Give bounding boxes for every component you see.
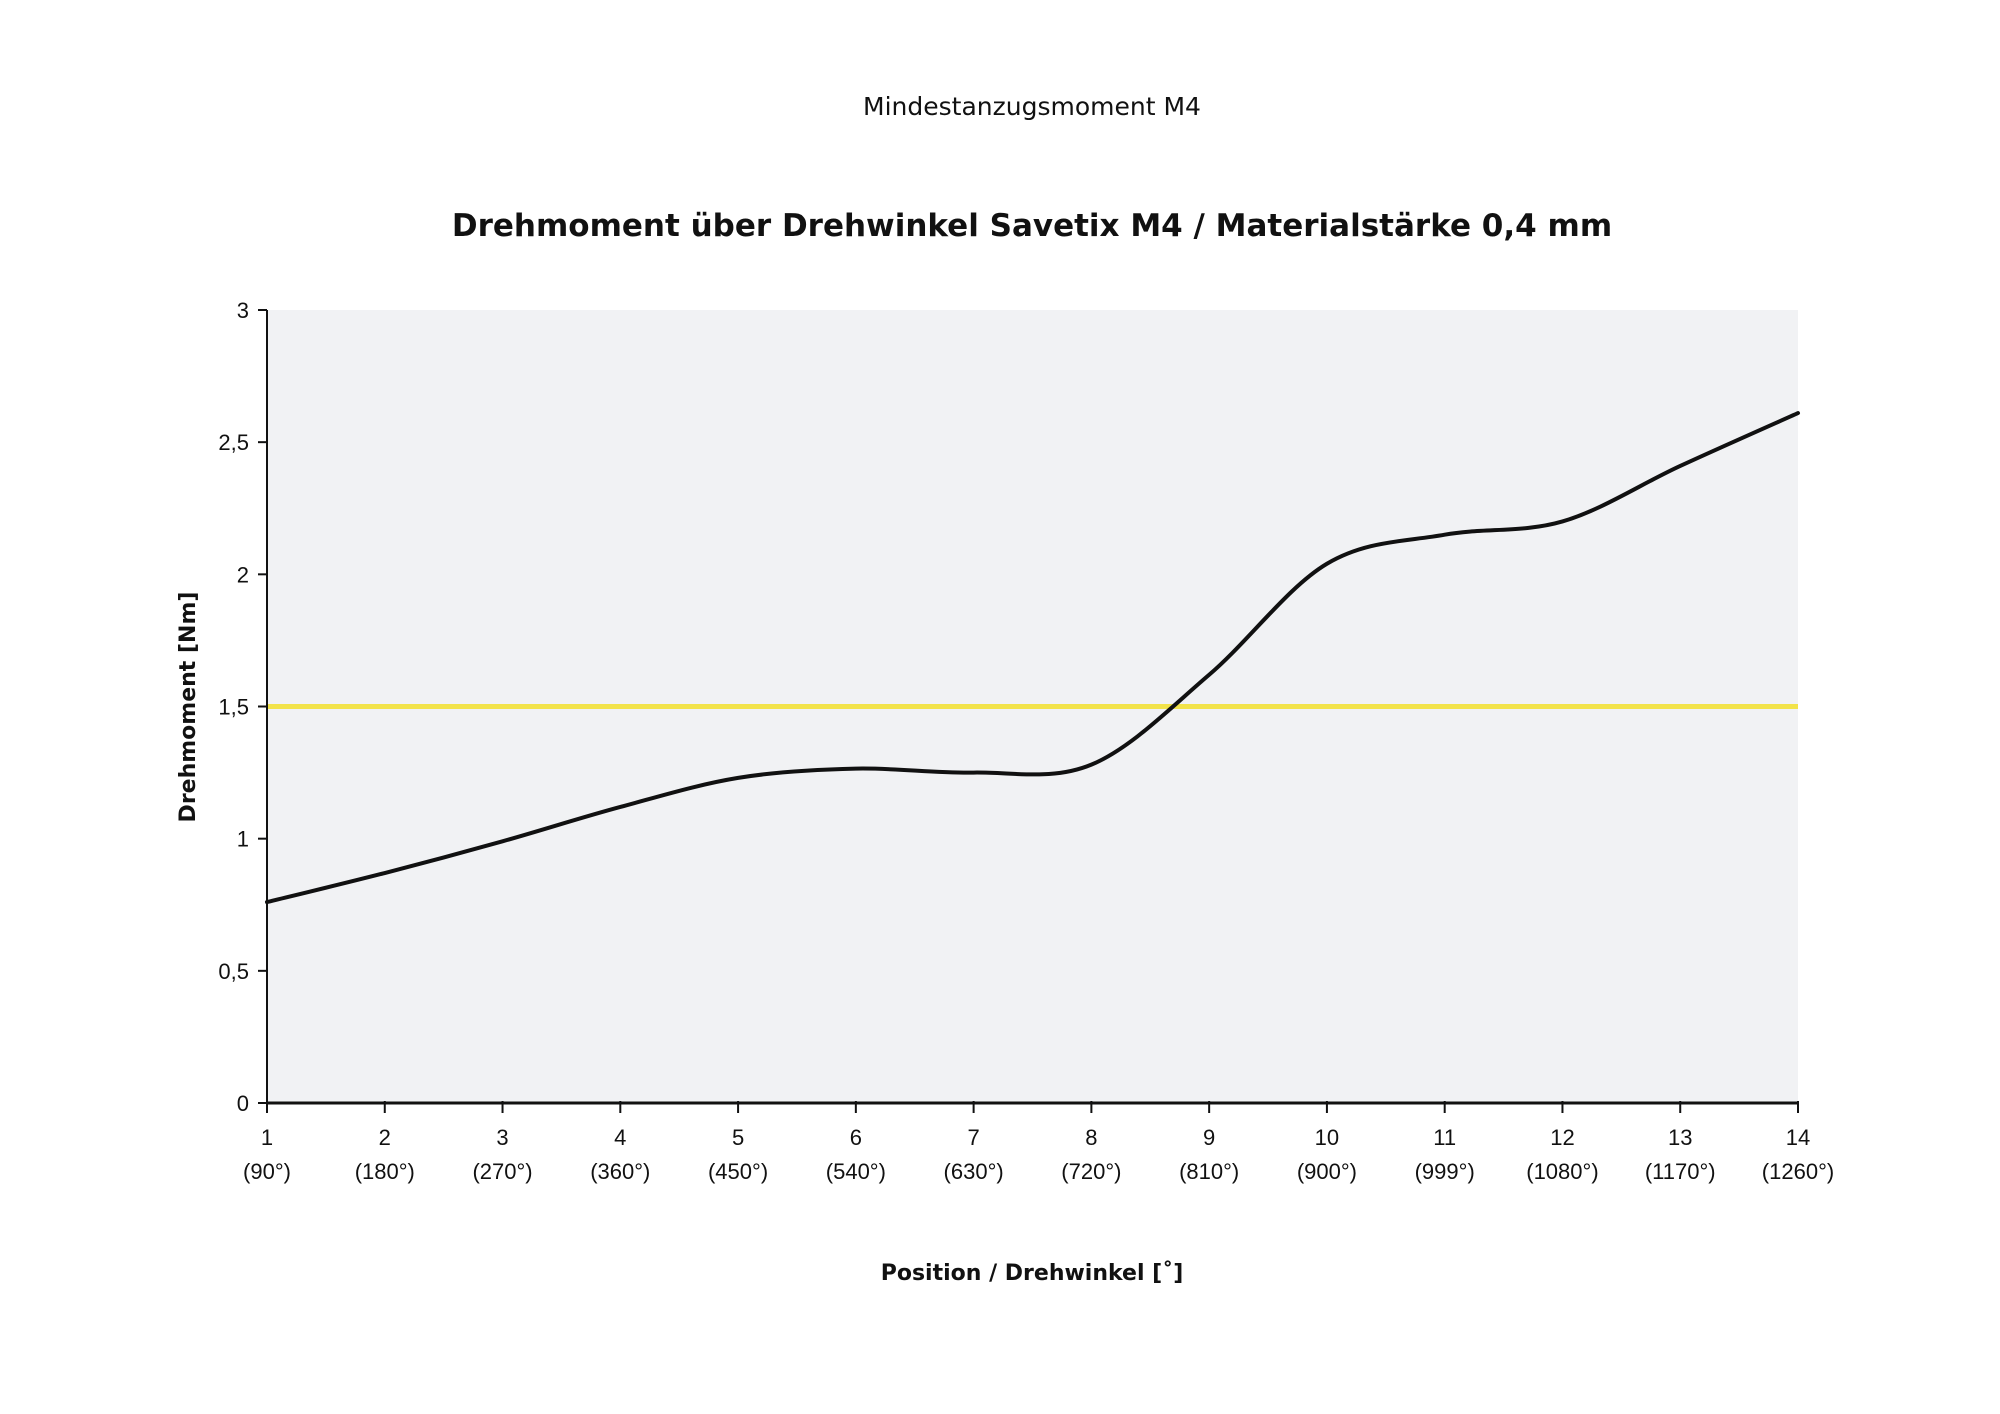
x-tick-label: 6 — [850, 1125, 862, 1150]
x-tick-label: 7 — [967, 1125, 979, 1150]
y-tick-label: 1 — [237, 827, 249, 852]
x-tick-label: 1 — [261, 1125, 273, 1150]
y-tick-label: 0,5 — [218, 959, 249, 984]
x-tick-sublabel: (900°) — [1297, 1159, 1357, 1184]
x-tick-label: 9 — [1203, 1125, 1215, 1150]
x-tick-sublabel: (1080°) — [1526, 1159, 1598, 1184]
x-tick-label: 11 — [1433, 1125, 1456, 1150]
x-tick-sublabel: (720°) — [1061, 1159, 1121, 1184]
x-tick-sublabel: (270°) — [472, 1159, 532, 1184]
y-tick-label: 2 — [237, 562, 249, 587]
x-tick-sublabel: (180°) — [355, 1159, 415, 1184]
y-tick-label: 1,5 — [218, 695, 249, 720]
x-tick-sublabel: (1260°) — [1762, 1159, 1834, 1184]
x-axis-label: Position / Drehwinkel [˚] — [881, 1261, 1184, 1286]
x-tick-label: 4 — [614, 1125, 626, 1150]
x-tick-sublabel: (630°) — [944, 1159, 1004, 1184]
x-tick-label: 8 — [1085, 1125, 1097, 1150]
y-tick-label: 0 — [237, 1091, 249, 1116]
x-tick-sublabel: (810°) — [1179, 1159, 1239, 1184]
x-tick-label: 13 — [1668, 1125, 1692, 1150]
x-tick-label: 5 — [732, 1125, 744, 1150]
x-tick-label: 2 — [379, 1125, 391, 1150]
x-tick-sublabel: (999°) — [1415, 1159, 1475, 1184]
y-axis-label: Drehmoment [Nm] — [176, 592, 201, 823]
chart-title: Drehmoment über Drehwinkel Savetix M4 / … — [451, 208, 1613, 244]
page-subtitle: Mindestanzugsmoment M4 — [863, 92, 1201, 121]
x-tick-label: 10 — [1315, 1125, 1339, 1150]
x-tick-sublabel: (360°) — [590, 1159, 650, 1184]
x-tick-sublabel: (90°) — [243, 1159, 291, 1184]
x-tick-sublabel: (450°) — [708, 1159, 768, 1184]
x-tick-sublabel: (1170°) — [1645, 1159, 1716, 1184]
y-tick-label: 3 — [237, 298, 249, 323]
y-tick-label: 2,5 — [218, 430, 249, 455]
series-line-0 — [265, 411, 1800, 905]
x-tick-sublabel: (540°) — [826, 1159, 886, 1184]
x-tick-label: 12 — [1550, 1125, 1574, 1150]
x-tick-label: 14 — [1786, 1125, 1810, 1150]
x-tick-label: 3 — [496, 1125, 508, 1150]
